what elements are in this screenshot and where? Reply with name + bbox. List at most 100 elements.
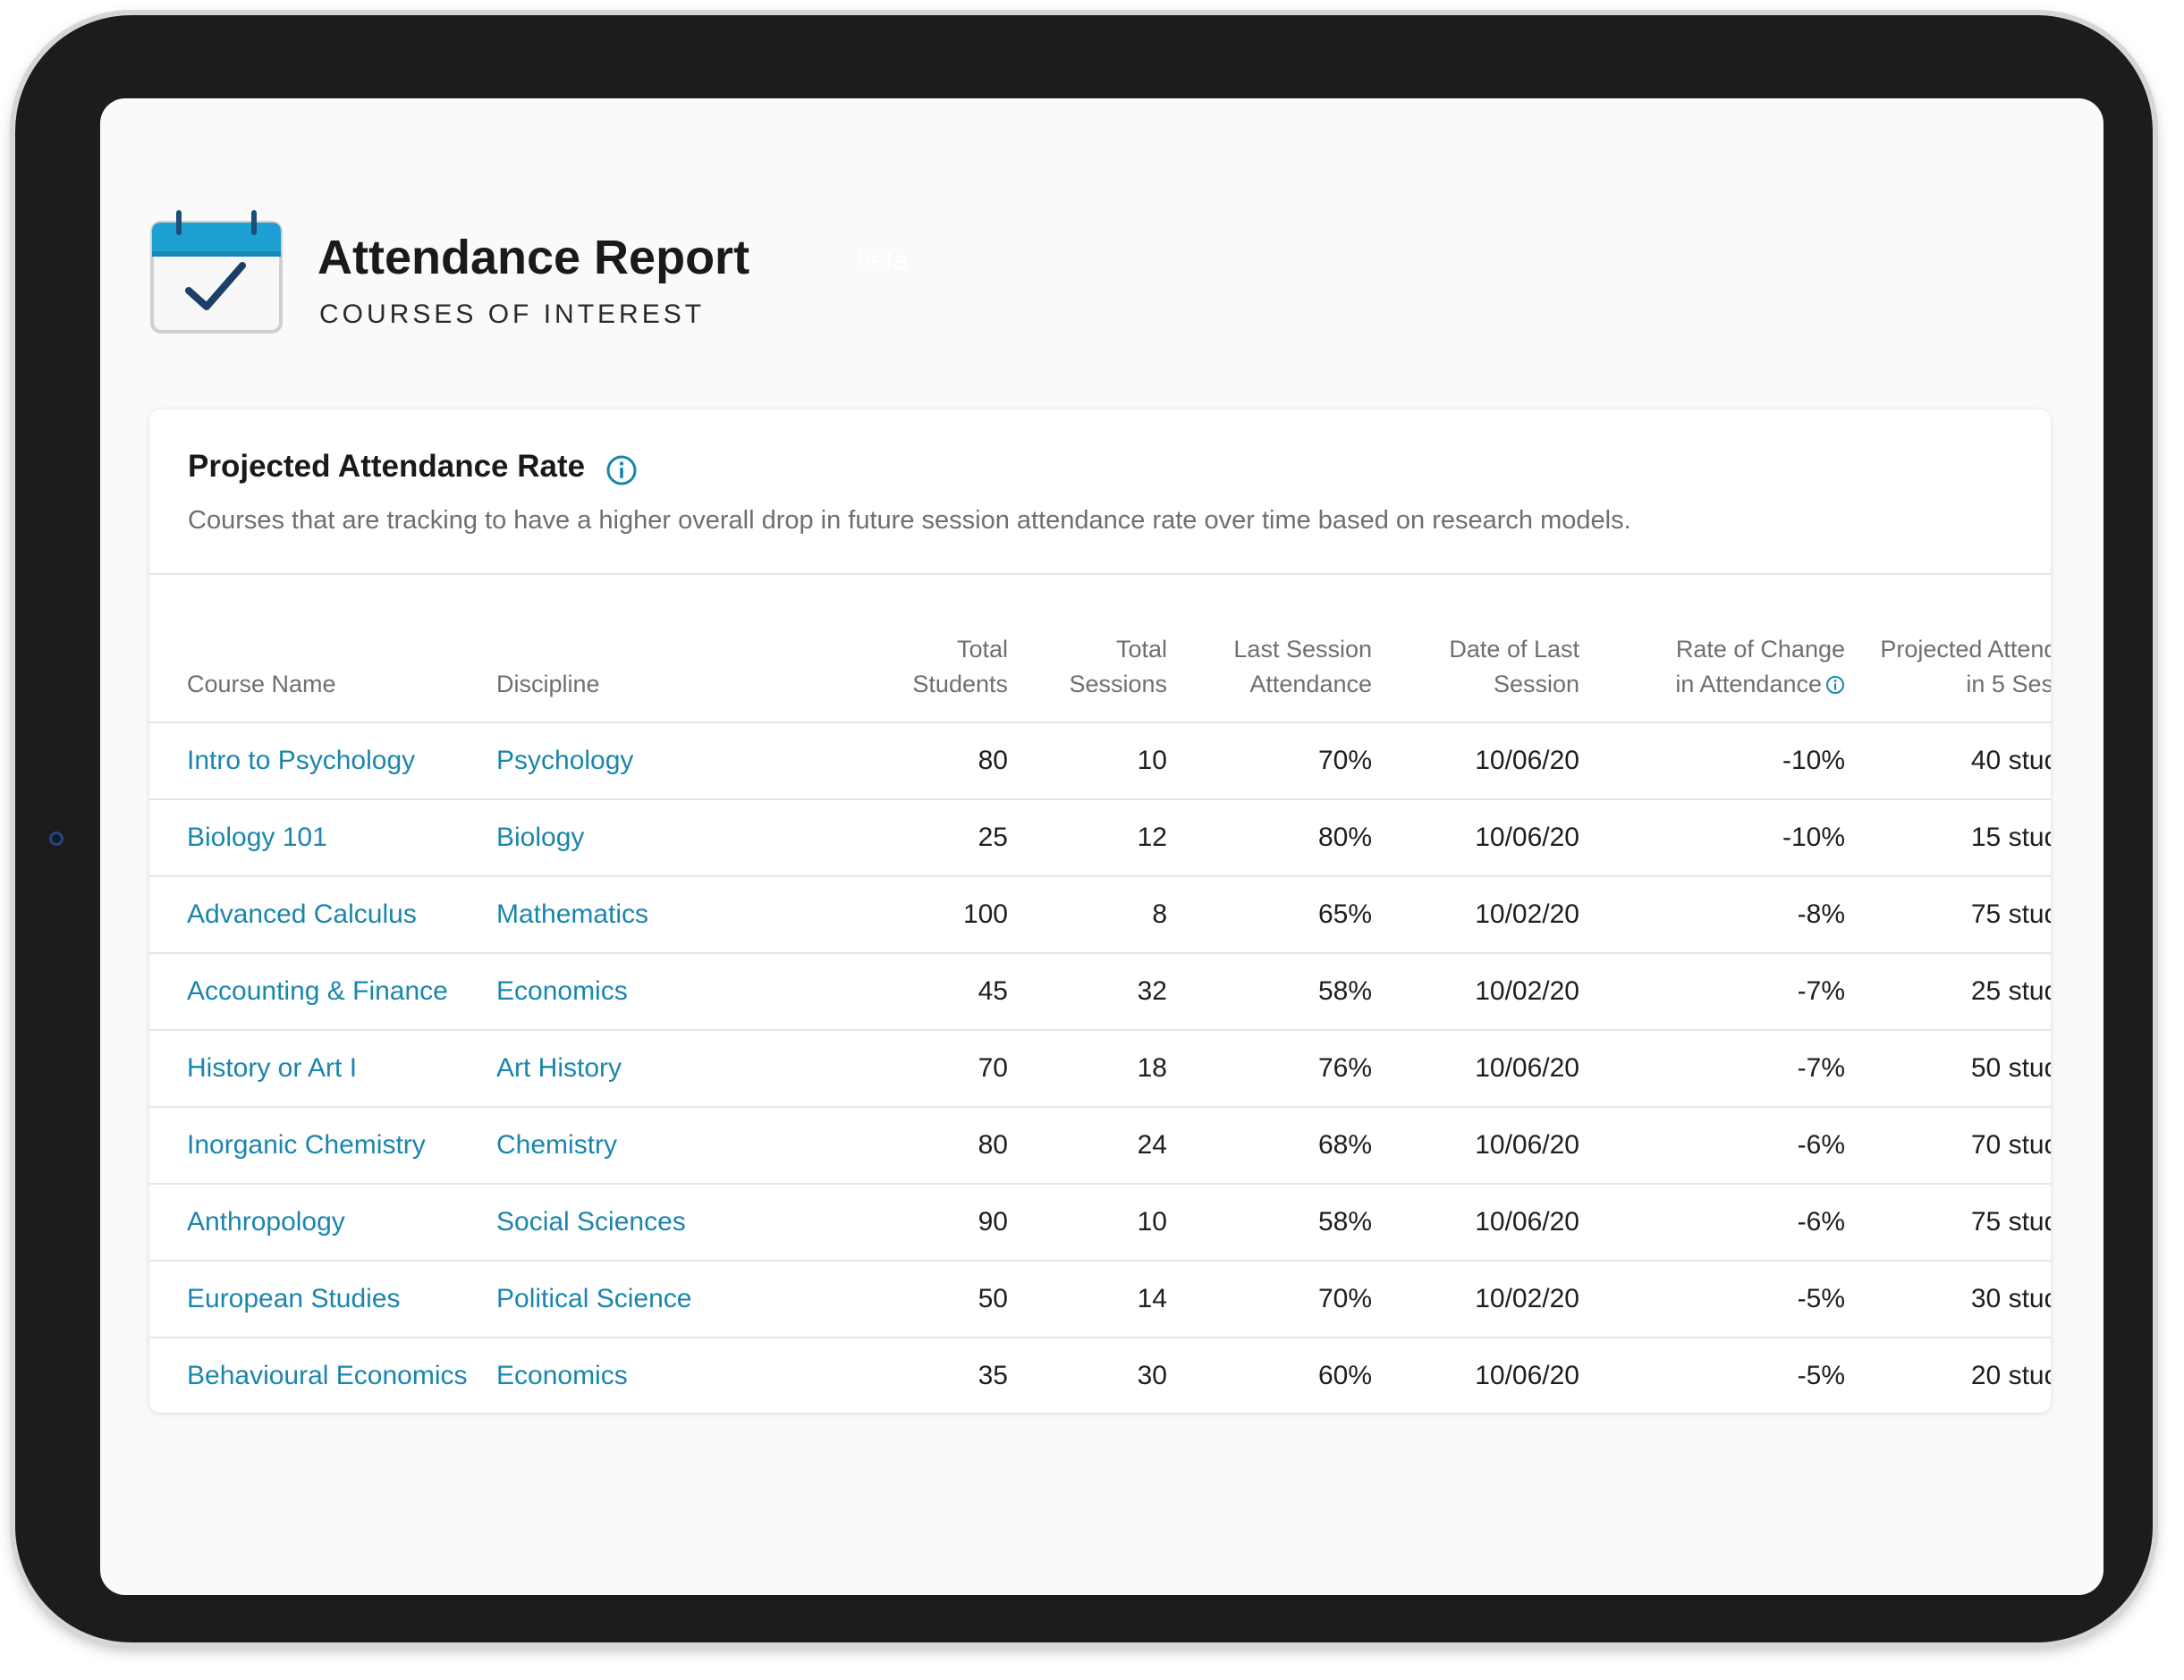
course-cell: Behavioural Economics	[149, 1338, 496, 1413]
camera-icon	[49, 832, 63, 846]
table-row: Inorganic Chemistry Chemistry 80 24 68% 10/06…	[149, 1107, 2051, 1185]
date-last-session-cell: 10/02/20	[1372, 876, 1579, 954]
discipline-link[interactable]: Chemistry	[496, 1130, 618, 1160]
discipline-link[interactable]: Economics	[496, 976, 628, 1006]
projected-attendance-cell: 40 students	[1845, 722, 2051, 800]
table-header-row: Course Name Discipline Total Students Tot…	[149, 575, 2051, 723]
col-course-name[interactable]: Course Name	[149, 575, 496, 723]
total-students-cell: 25	[765, 799, 1008, 877]
projected-attendance-cell: 20 students	[1845, 1338, 2051, 1413]
total-students-cell: 35	[765, 1338, 1008, 1413]
last-attendance-cell: 65%	[1167, 876, 1372, 954]
date-last-session-cell: 10/06/20	[1372, 1030, 1579, 1108]
col-date-last-session[interactable]: Date of Last Session	[1372, 575, 1579, 723]
total-students-cell: 100	[765, 876, 1008, 954]
course-link[interactable]: Anthropology	[187, 1207, 345, 1237]
total-students-cell: 50	[765, 1261, 1008, 1338]
date-last-session-cell: 10/02/20	[1372, 1261, 1579, 1338]
beta-badge: beta	[856, 246, 909, 275]
discipline-cell: Biology	[496, 799, 765, 877]
date-last-session-cell: 10/02/20	[1372, 953, 1579, 1031]
course-link[interactable]: European Studies	[187, 1284, 401, 1313]
last-attendance-cell: 76%	[1167, 1030, 1372, 1108]
last-attendance-cell: 70%	[1167, 722, 1372, 800]
date-last-session-cell: 10/06/20	[1372, 1184, 1579, 1262]
discipline-link[interactable]: Psychology	[496, 746, 634, 775]
discipline-cell: Economics	[496, 953, 765, 1031]
last-attendance-cell: 68%	[1167, 1107, 1372, 1185]
table-row: Intro to Psychology Psychology 80 10 70% 10/0…	[149, 722, 2051, 800]
col-total-sessions[interactable]: Total Sessions	[1008, 575, 1167, 723]
projected-attendance-cell: 75 students	[1845, 876, 2051, 954]
rate-of-change-cell: -10%	[1579, 799, 1845, 877]
col-last-attendance[interactable]: Last Session Attendance	[1167, 575, 1372, 723]
total-sessions-cell: 14	[1008, 1261, 1167, 1338]
discipline-link[interactable]: Art History	[496, 1053, 622, 1083]
discipline-link[interactable]: Mathematics	[496, 899, 649, 929]
course-cell: European Studies	[149, 1261, 496, 1338]
info-icon[interactable]	[1825, 675, 1845, 695]
projected-attendance-cell: 15 students	[1845, 799, 2051, 877]
course-link[interactable]: Intro to Psychology	[187, 746, 416, 775]
course-link[interactable]: Advanced Calculus	[187, 899, 417, 929]
table-row: Advanced Calculus Mathematics 100 8 65% 10/02…	[149, 876, 2051, 954]
attendance-table: Course Name Discipline Total Students Tot…	[149, 575, 2051, 1413]
discipline-link[interactable]: Political Science	[496, 1284, 692, 1313]
date-last-session-cell: 10/06/20	[1372, 1107, 1579, 1185]
rate-of-change-cell: -7%	[1579, 1030, 1845, 1108]
card-description: Courses that are tracking to have a high…	[188, 506, 1631, 535]
discipline-link[interactable]: Biology	[496, 823, 585, 852]
col-rate-of-change[interactable]: Rate of Change in Attendance	[1579, 575, 1845, 723]
table-row: Accounting & Finance Economics 45 32 58% 10/0…	[149, 953, 2051, 1031]
course-cell: Accounting & Finance	[149, 953, 496, 1031]
rate-of-change-cell: -6%	[1579, 1184, 1845, 1262]
rate-of-change-cell: -5%	[1579, 1261, 1845, 1338]
projected-attendance-cell: 70 students	[1845, 1107, 2051, 1185]
discipline-cell: Mathematics	[496, 876, 765, 954]
attendance-card: Projected Attendance Rate Courses that a…	[149, 409, 2051, 1413]
course-cell: Advanced Calculus	[149, 876, 496, 954]
last-attendance-cell: 58%	[1167, 1184, 1372, 1262]
total-sessions-cell: 10	[1008, 1184, 1167, 1262]
course-link[interactable]: Inorganic Chemistry	[187, 1130, 426, 1160]
rate-of-change-cell: -10%	[1579, 722, 1845, 800]
course-cell: Intro to Psychology	[149, 722, 496, 800]
course-link[interactable]: Behavioural Economics	[187, 1361, 468, 1390]
total-sessions-cell: 32	[1008, 953, 1167, 1031]
total-students-cell: 80	[765, 722, 1008, 800]
total-sessions-cell: 8	[1008, 876, 1167, 954]
date-last-session-cell: 10/06/20	[1372, 722, 1579, 800]
total-sessions-cell: 10	[1008, 722, 1167, 800]
total-students-cell: 70	[765, 1030, 1008, 1108]
rate-of-change-cell: -7%	[1579, 953, 1845, 1031]
course-link[interactable]: Biology 101	[187, 823, 327, 852]
total-sessions-cell: 30	[1008, 1338, 1167, 1413]
total-students-cell: 90	[765, 1184, 1008, 1262]
last-attendance-cell: 80%	[1167, 799, 1372, 877]
screen: Attendance Report beta COURSES OF INTERE…	[100, 98, 2104, 1595]
rate-of-change-cell: -6%	[1579, 1107, 1845, 1185]
info-icon[interactable]	[605, 454, 638, 486]
projected-attendance-cell: 75 students	[1845, 1184, 2051, 1262]
col-total-students[interactable]: Total Students	[765, 575, 1008, 723]
table-row: Behavioural Economics Economics 35 30 60% 10/…	[149, 1338, 2051, 1413]
col-discipline[interactable]: Discipline	[496, 575, 765, 723]
tablet-frame: Attendance Report beta COURSES OF INTERE…	[15, 15, 2153, 1642]
course-cell: History or Art I	[149, 1030, 496, 1108]
page-header: Attendance Report beta COURSES OF INTERE…	[149, 210, 1223, 353]
table-row: Biology 101 Biology 25 12 80% 10/06/20 -10% 15 …	[149, 799, 2051, 877]
course-link[interactable]: History or Art I	[187, 1053, 358, 1083]
date-last-session-cell: 10/06/20	[1372, 799, 1579, 877]
col-projected-attendance[interactable]: Projected Attendancein 5 Sessions	[1845, 575, 2051, 723]
table-row: Anthropology Social Sciences 90 10 58% 10/06/…	[149, 1184, 2051, 1262]
projected-attendance-cell: 50 students	[1845, 1030, 2051, 1108]
discipline-cell: Psychology	[496, 722, 765, 800]
discipline-link[interactable]: Economics	[496, 1361, 628, 1390]
discipline-link[interactable]: Social Sciences	[496, 1207, 686, 1237]
projected-attendance-cell: 30 students	[1845, 1261, 2051, 1338]
course-link[interactable]: Accounting & Finance	[187, 976, 448, 1006]
date-last-session-cell: 10/06/20	[1372, 1338, 1579, 1413]
last-attendance-cell: 58%	[1167, 953, 1372, 1031]
total-students-cell: 45	[765, 953, 1008, 1031]
rate-of-change-cell: -8%	[1579, 876, 1845, 954]
